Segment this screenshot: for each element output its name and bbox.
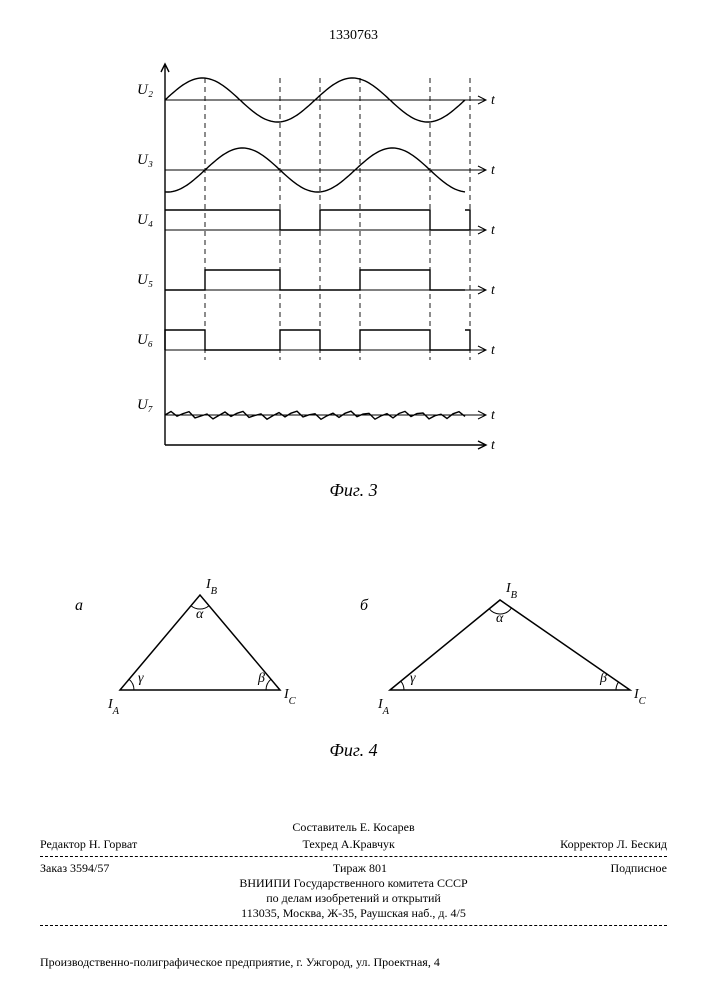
svg-text:α: α bbox=[196, 607, 204, 622]
credits-block: Составитель Е. Косарев Редактор Н. Горва… bbox=[40, 820, 667, 930]
editor: Редактор Н. Горват bbox=[40, 837, 137, 852]
divider bbox=[40, 856, 667, 857]
techred: Техред А.Кравчук bbox=[302, 837, 394, 852]
svg-text:IB: IB bbox=[205, 577, 218, 597]
fig3-caption: Фиг. 3 bbox=[0, 480, 707, 501]
svg-text:t: t bbox=[491, 408, 495, 423]
podpisnoe: Подписное bbox=[611, 861, 668, 876]
footer-line: Производственно-полиграфическое предприя… bbox=[40, 955, 667, 970]
svg-text:U₃: U₃ bbox=[137, 152, 153, 168]
svg-text:б: б bbox=[360, 597, 369, 614]
svg-text:t: t bbox=[491, 223, 495, 238]
svg-text:t: t bbox=[491, 283, 495, 298]
svg-text:t: t bbox=[491, 343, 495, 358]
fig3-timing-diagram: ttU₂tU₃tU₄tU₅tU₆tU₇ bbox=[135, 60, 495, 480]
svg-text:IB: IB bbox=[505, 581, 518, 601]
svg-text:γ: γ bbox=[410, 671, 416, 686]
fig4-triangles: IA IB IC γ α β а IA IB IC γ α β б bbox=[60, 570, 650, 740]
svg-text:γ: γ bbox=[138, 671, 144, 686]
svg-text:IC: IC bbox=[633, 687, 647, 707]
org-address: 113035, Москва, Ж-35, Раушская наб., д. … bbox=[40, 906, 667, 921]
corrector: Корректор Л. Бескид bbox=[560, 837, 667, 852]
svg-text:β: β bbox=[257, 671, 265, 686]
svg-text:β: β bbox=[599, 671, 607, 686]
svg-text:U₅: U₅ bbox=[137, 272, 153, 288]
fig4-caption: Фиг. 4 bbox=[0, 740, 707, 761]
svg-text:U₄: U₄ bbox=[137, 212, 153, 228]
svg-text:t: t bbox=[491, 438, 495, 453]
compiler: Составитель Е. Косарев bbox=[40, 820, 667, 835]
svg-text:IA: IA bbox=[107, 697, 120, 717]
order-number: Заказ 3594/57 bbox=[40, 861, 109, 876]
svg-text:U₇: U₇ bbox=[137, 397, 153, 413]
org-line1: ВНИИПИ Государственного комитета СССР bbox=[40, 876, 667, 891]
tirazh: Тираж 801 bbox=[333, 861, 387, 876]
page-number: 1330763 bbox=[0, 0, 707, 44]
svg-text:U₆: U₆ bbox=[137, 332, 153, 348]
svg-text:t: t bbox=[491, 163, 495, 178]
svg-text:t: t bbox=[491, 93, 495, 108]
svg-text:IA: IA bbox=[377, 697, 390, 717]
svg-text:а: а bbox=[75, 597, 83, 614]
svg-text:U₂: U₂ bbox=[137, 82, 153, 98]
org-line2: по делам изобретений и открытий bbox=[40, 891, 667, 906]
svg-text:IC: IC bbox=[283, 687, 297, 707]
divider bbox=[40, 925, 667, 926]
svg-text:α: α bbox=[496, 611, 504, 626]
